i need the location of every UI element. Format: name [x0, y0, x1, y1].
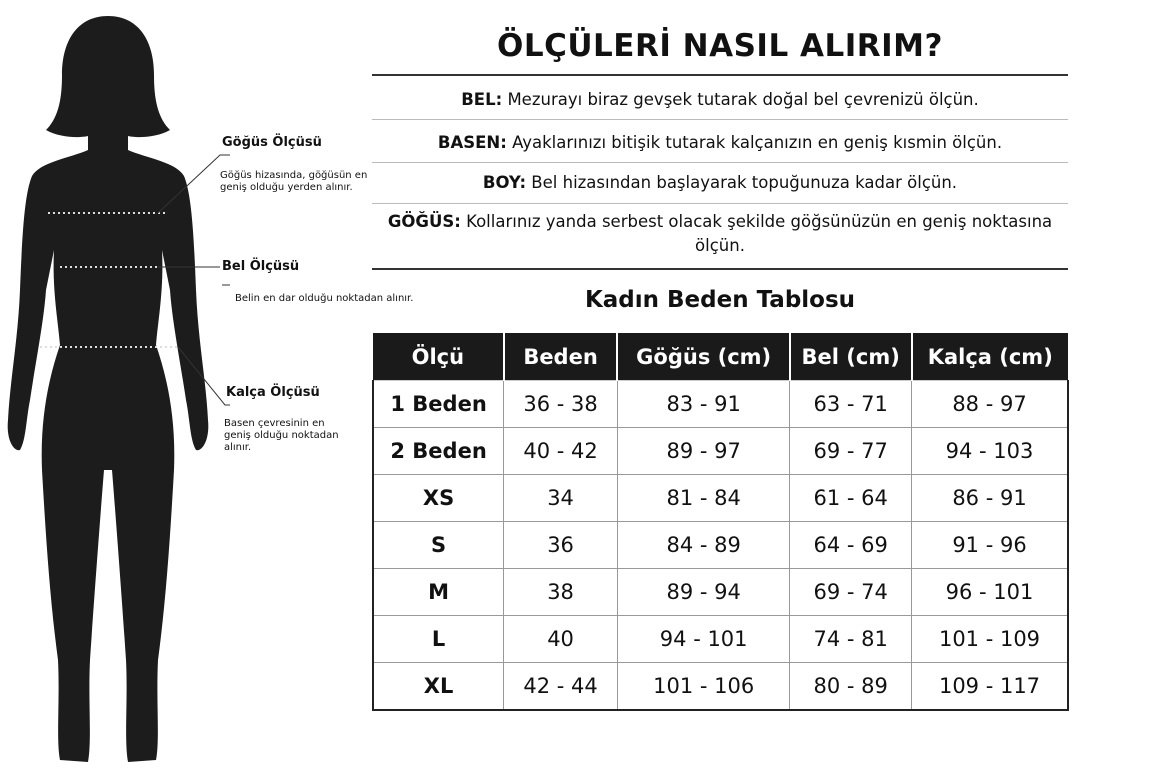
term: BOY: — [482, 173, 527, 192]
table-cell: 64 - 69 — [789, 521, 912, 569]
page-title: ÖLÇÜLERİ NASIL ALIRIM? — [496, 28, 943, 64]
hip-measure-desc: Basen çevresinin en geniş olduğu noktada… — [224, 418, 339, 453]
chest-measure-label: Göğüs Ölçüsü — [222, 135, 322, 150]
divider — [372, 268, 1068, 270]
divider — [372, 74, 1068, 76]
table-row: L 40 94 - 101 74 - 81 101 - 109 — [372, 615, 1069, 663]
text: Kollarınız yanda serbest olacak şekilde … — [460, 212, 1053, 255]
term: BASEN: — [437, 133, 507, 152]
term: GÖĞÜS: — [387, 212, 461, 231]
term: BEL: — [461, 90, 503, 109]
table-cell: 88 - 97 — [911, 380, 1069, 428]
text: Ayaklarınızı bitişik tutarak kalçanızın … — [506, 133, 1003, 152]
header-cell: Bel (cm) — [788, 333, 912, 381]
table-row: S 36 84 - 89 64 - 69 91 - 96 — [372, 521, 1069, 569]
table-cell: 40 - 42 — [503, 427, 618, 475]
table-cell: 96 - 101 — [911, 568, 1069, 616]
table-cell: 69 - 77 — [789, 427, 912, 475]
table-cell: 1 Beden — [372, 380, 505, 428]
instruction-chest: GÖĞÜS: Kollarınız yanda serbest olacak ş… — [372, 210, 1068, 258]
table-cell: 94 - 103 — [911, 427, 1069, 475]
table-cell: XL — [372, 662, 505, 711]
instruction-height: BOY: Bel hizasından başlayarak topuğunuz… — [372, 171, 1068, 195]
hip-measure-label: Kalça Ölçüsü — [226, 385, 320, 400]
chest-measure-desc: Göğüs hizasında, göğüsün en geniş olduğu… — [220, 170, 368, 193]
table-cell: 34 — [503, 474, 618, 522]
table-cell: XS — [372, 474, 505, 522]
table-cell: 36 - 38 — [503, 380, 618, 428]
table-cell: 109 - 117 — [911, 662, 1069, 711]
waist-measure-label: Bel Ölçüsü — [222, 259, 300, 274]
instruction-hip: BASEN: Ayaklarınızı bitişik tutarak kalç… — [372, 131, 1068, 155]
table-row: XL 42 - 44 101 - 106 80 - 89 109 - 117 — [372, 662, 1069, 711]
table-cell: 86 - 91 — [911, 474, 1069, 522]
table-cell: 42 - 44 — [503, 662, 618, 711]
text: Mezurayı biraz gevşek tutarak doğal bel … — [502, 90, 979, 109]
divider — [372, 162, 1068, 163]
table-cell: 69 - 74 — [789, 568, 912, 616]
table-row: 1 Beden 36 - 38 83 - 91 63 - 71 88 - 97 — [372, 380, 1069, 428]
table-cell: 2 Beden — [372, 427, 505, 475]
header-cell: Göğüs (cm) — [616, 333, 790, 381]
woman-silhouette-icon — [7, 16, 230, 762]
table-row: XS 34 81 - 84 61 - 64 86 - 91 — [372, 474, 1069, 522]
table-cell: 80 - 89 — [789, 662, 912, 711]
header-cell: Kalça (cm) — [910, 333, 1068, 381]
table-cell: 36 — [503, 521, 618, 569]
table-cell: 89 - 94 — [616, 568, 791, 616]
table-cell: 40 — [503, 615, 618, 663]
table-cell: 63 - 71 — [789, 380, 912, 428]
header-cell: Beden — [502, 333, 618, 381]
waist-measure-desc: Belin en dar olduğu noktadan alınır. — [235, 293, 414, 304]
table-cell: 101 - 106 — [616, 662, 791, 711]
table-cell: 61 - 64 — [789, 474, 912, 522]
size-table: Ölçü Beden Göğüs (cm) Bel (cm) Kalça (cm… — [372, 333, 1069, 711]
table-cell: S — [372, 521, 505, 569]
table-cell: 81 - 84 — [616, 474, 791, 522]
divider — [372, 203, 1068, 204]
table-cell: L — [372, 615, 505, 663]
table-cell: 89 - 97 — [616, 427, 791, 475]
table-row: 2 Beden 40 - 42 89 - 97 69 - 77 94 - 103 — [372, 427, 1069, 475]
table-cell: 91 - 96 — [911, 521, 1069, 569]
instruction-waist: BEL: Mezurayı biraz gevşek tutarak doğal… — [372, 88, 1068, 112]
table-cell: 83 - 91 — [616, 380, 791, 428]
table-cell: 38 — [503, 568, 618, 616]
table-cell: 74 - 81 — [789, 615, 912, 663]
table-cell: 84 - 89 — [616, 521, 791, 569]
divider — [372, 119, 1068, 120]
table-header-row: Ölçü Beden Göğüs (cm) Bel (cm) Kalça (cm… — [373, 333, 1068, 381]
table-cell: 101 - 109 — [911, 615, 1069, 663]
table-title: Kadın Beden Tablosu — [584, 287, 856, 313]
table-row: M 38 89 - 94 69 - 74 96 - 101 — [372, 568, 1069, 616]
table-cell: 94 - 101 — [616, 615, 791, 663]
table-cell: M — [372, 568, 505, 616]
text: Bel hizasından başlayarak topuğunuza kad… — [526, 173, 958, 192]
header-cell: Ölçü — [373, 333, 504, 381]
